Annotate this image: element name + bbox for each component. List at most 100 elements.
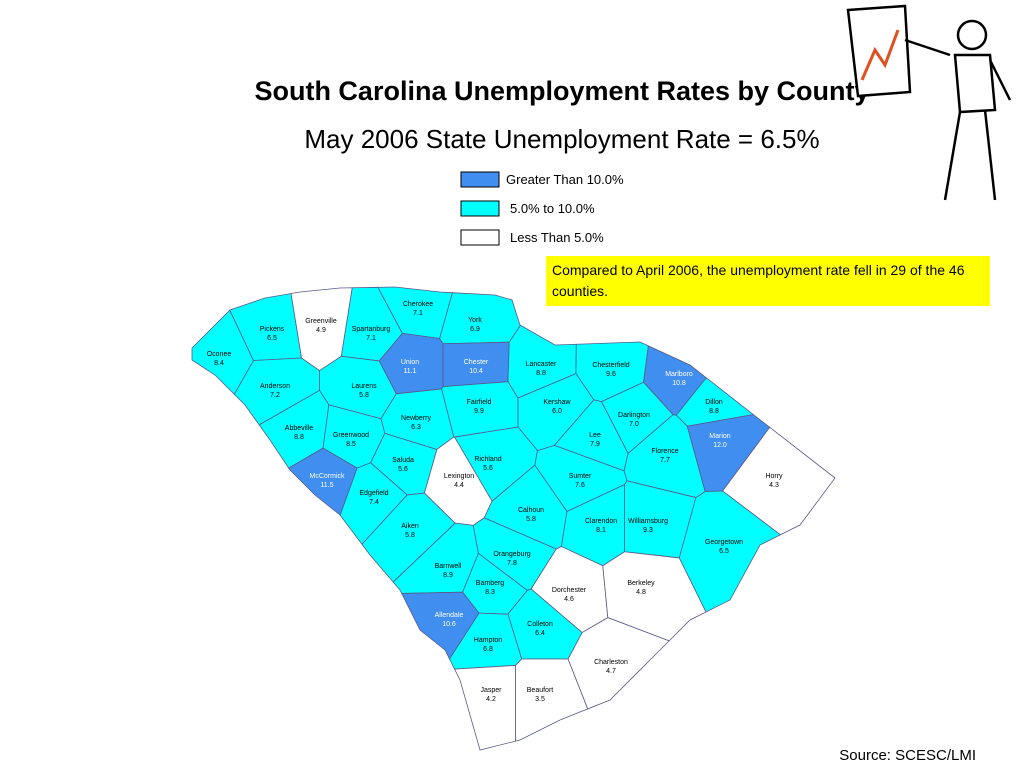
county-rate: 8.9 bbox=[443, 572, 453, 579]
county-rate: 9.3 bbox=[643, 527, 653, 534]
county-rate: 4.8 bbox=[636, 589, 646, 596]
county bbox=[515, 658, 589, 742]
county-name: Horry bbox=[765, 473, 783, 480]
county bbox=[453, 665, 516, 751]
legend-swatch bbox=[460, 229, 500, 246]
county-name: Hampton bbox=[474, 637, 503, 644]
county-rate: 8.8 bbox=[709, 408, 719, 415]
county-name: Williamsburg bbox=[628, 518, 668, 525]
county-rate: 4.3 bbox=[769, 482, 779, 489]
county-name: Abbeville bbox=[285, 425, 314, 432]
county-name: Fairfield bbox=[467, 399, 492, 406]
county-rate: 9.9 bbox=[474, 408, 484, 415]
county-rate: 10.6 bbox=[442, 621, 456, 628]
legend-label: Greater Than 10.0% bbox=[506, 172, 624, 187]
county-rate: 3.5 bbox=[535, 696, 545, 703]
county-name: Cherokee bbox=[403, 301, 433, 308]
source: Source: SCESC/LMI bbox=[839, 747, 976, 764]
title: South Carolina Unemployment Rates by Cou… bbox=[254, 76, 869, 106]
county-rate: 8.3 bbox=[485, 589, 495, 596]
county bbox=[722, 426, 836, 536]
county-rate: 7.0 bbox=[629, 421, 639, 428]
county-name: Newberry bbox=[401, 415, 431, 422]
county-name: Barnwell bbox=[435, 563, 462, 570]
county-name: Chester bbox=[464, 359, 489, 366]
county-rate: 8.4 bbox=[214, 360, 224, 367]
county-name: Charleston bbox=[594, 659, 628, 666]
county-name: Dorchester bbox=[552, 587, 587, 594]
county-rate: 6.3 bbox=[411, 424, 421, 431]
county-name: Dillon bbox=[705, 399, 723, 406]
county-rate: 7.7 bbox=[660, 457, 670, 464]
county-rate: 7.1 bbox=[366, 335, 376, 342]
county-name: Darlington bbox=[618, 412, 650, 419]
county-rate: 6.9 bbox=[470, 326, 480, 333]
county-rate: 7.1 bbox=[413, 310, 423, 317]
county-rate: 4.6 bbox=[564, 596, 574, 603]
county-rate: 5.8 bbox=[526, 516, 536, 523]
county-name: Spartanburg bbox=[352, 326, 391, 333]
note-box bbox=[546, 256, 990, 306]
county-name: Saluda bbox=[392, 457, 414, 464]
county-rate: 5.8 bbox=[359, 392, 369, 399]
county-rate: 7.2 bbox=[270, 392, 280, 399]
legend-label: 5.0% to 10.0% bbox=[510, 201, 595, 216]
county-rate: 8.1 bbox=[596, 527, 606, 534]
legend-swatch bbox=[460, 200, 500, 217]
county-name: Berkeley bbox=[627, 580, 655, 587]
county-rate: 7.8 bbox=[507, 560, 517, 567]
county-rate: 4.4 bbox=[454, 482, 464, 489]
county-name: Lexington bbox=[444, 473, 474, 480]
county-rate: 4.2 bbox=[486, 696, 496, 703]
county-rate: 4.9 bbox=[316, 327, 326, 334]
county-rate: 4.7 bbox=[606, 668, 616, 675]
county-rate: 12.0 bbox=[713, 442, 727, 449]
county-name: Edgefield bbox=[359, 490, 388, 497]
county-name: Greenwood bbox=[333, 432, 369, 439]
county-rate: 7.4 bbox=[369, 499, 379, 506]
county-rate: 7.9 bbox=[590, 441, 600, 448]
county-rate: 8.8 bbox=[294, 434, 304, 441]
county-name: Florence bbox=[651, 448, 678, 455]
county-name: Union bbox=[401, 359, 419, 366]
county-rate: 5.6 bbox=[483, 465, 493, 472]
county-rate: 11.5 bbox=[320, 482, 333, 489]
county-name: Orangeburg bbox=[493, 551, 530, 558]
county-name: Clarendon bbox=[585, 518, 617, 525]
county-rate: 8.5 bbox=[346, 441, 356, 448]
county-name: Lee bbox=[589, 432, 601, 439]
legend-label: Less Than 5.0% bbox=[510, 230, 604, 245]
county-name: Lancaster bbox=[526, 361, 557, 368]
subtitle: May 2006 State Unemployment Rate = 6.5% bbox=[304, 124, 819, 154]
county-name: Calhoun bbox=[518, 507, 544, 514]
county-rate: 6.5 bbox=[267, 335, 277, 342]
county-name: Laurens bbox=[351, 383, 377, 390]
county-name: Kershaw bbox=[543, 399, 571, 406]
county-name: Chesterfield bbox=[592, 362, 629, 369]
county bbox=[288, 447, 358, 517]
county-name: Bamberg bbox=[476, 580, 505, 587]
county-rate: 6.8 bbox=[483, 646, 493, 653]
county-name: McCormick bbox=[310, 473, 345, 480]
county bbox=[602, 551, 707, 642]
county-name: York bbox=[468, 317, 482, 324]
county-name: Marlboro bbox=[665, 371, 693, 378]
county-rate: 6.0 bbox=[552, 408, 562, 415]
county-rate: 8.8 bbox=[536, 370, 546, 377]
county-rate: 5.8 bbox=[405, 532, 415, 539]
county-name: Allendale bbox=[435, 612, 464, 619]
map: Oconee 8.4 Pickens 6.5 Greenville 4.9 Spartanb… bbox=[191, 286, 836, 751]
county-rate: 9.6 bbox=[606, 371, 616, 378]
county-name: Pickens bbox=[260, 326, 285, 333]
county-name: Aiken bbox=[401, 523, 419, 530]
county-rate: 7.6 bbox=[575, 482, 585, 489]
county-name: Richland bbox=[474, 456, 501, 463]
county-name: Sumter bbox=[569, 473, 592, 480]
county-rate: 10.4 bbox=[469, 368, 483, 375]
legend: Greater Than 10.0% 5.0% to 10.0% Less Than… bbox=[460, 171, 624, 246]
county-rate: 5.6 bbox=[398, 466, 408, 473]
legend-swatch bbox=[460, 171, 500, 188]
county-name: Oconee bbox=[207, 351, 232, 358]
county-rate: 10.8 bbox=[672, 380, 686, 387]
